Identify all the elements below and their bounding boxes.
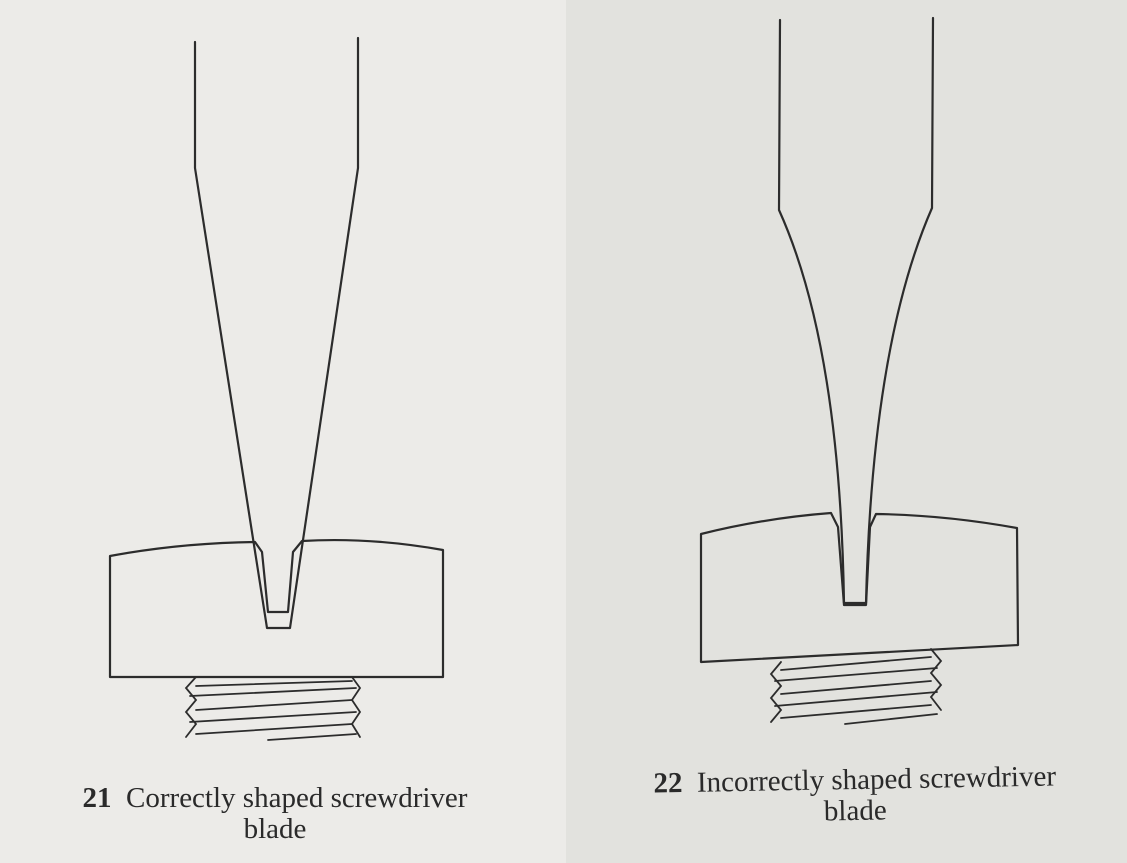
figure-21-caption-line2: blade [243, 813, 307, 845]
correct-screw-thread [184, 676, 362, 741]
incorrect-screw-thread [769, 648, 943, 725]
figure-21-drawing [108, 36, 445, 741]
figure-22-caption-line1: Incorrectly shaped screwdriver [696, 760, 1057, 799]
figure-22-number: 22 [653, 767, 683, 800]
figure-21-caption: 21 Correctly shaped screwdriver blade [20, 783, 530, 845]
correct-screw-head [108, 538, 445, 679]
figure-21-number: 21 [82, 782, 112, 814]
incorrect-blade-outline [777, 16, 935, 605]
figure-21-caption-line1: Correctly shaped screwdriver [126, 782, 468, 814]
figure-22-drawing [699, 16, 1020, 725]
figure-21-panel [0, 0, 566, 863]
incorrect-screw-head [699, 511, 1020, 664]
figure-22-caption: 22 Incorrectly shaped screwdriver blade [599, 760, 1110, 832]
figure-22-panel [566, 0, 1127, 863]
correct-blade-outline [193, 36, 360, 630]
